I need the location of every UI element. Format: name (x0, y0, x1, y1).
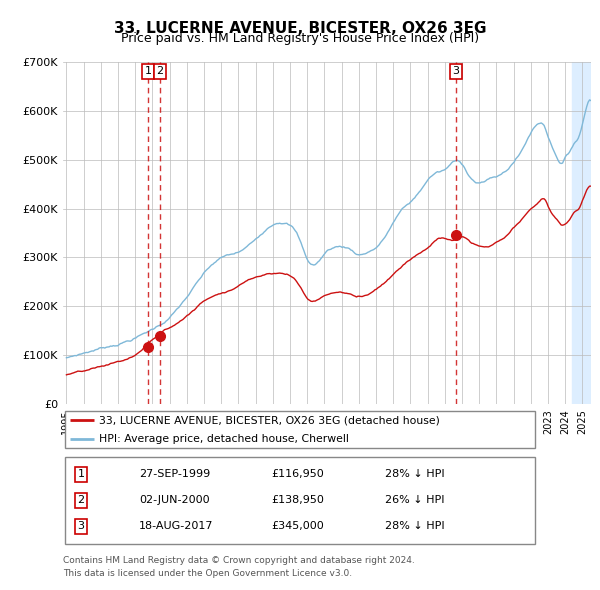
Text: 3: 3 (77, 522, 85, 532)
Text: HPI: Average price, detached house, Cherwell: HPI: Average price, detached house, Cher… (98, 434, 349, 444)
Text: 33, LUCERNE AVENUE, BICESTER, OX26 3EG: 33, LUCERNE AVENUE, BICESTER, OX26 3EG (114, 21, 486, 35)
Text: 27-SEP-1999: 27-SEP-1999 (139, 469, 210, 479)
Text: 1: 1 (77, 469, 85, 479)
Text: £116,950: £116,950 (272, 469, 325, 479)
Text: 3: 3 (452, 66, 459, 76)
Text: 02-JUN-2000: 02-JUN-2000 (139, 496, 209, 505)
Text: 28% ↓ HPI: 28% ↓ HPI (385, 522, 445, 532)
Text: 18-AUG-2017: 18-AUG-2017 (139, 522, 214, 532)
Text: Contains HM Land Registry data © Crown copyright and database right 2024.
This d: Contains HM Land Registry data © Crown c… (63, 556, 415, 578)
Text: 28% ↓ HPI: 28% ↓ HPI (385, 469, 445, 479)
Text: 1: 1 (145, 66, 152, 76)
Text: £345,000: £345,000 (272, 522, 325, 532)
Text: 26% ↓ HPI: 26% ↓ HPI (385, 496, 445, 505)
Bar (572, 62, 600, 404)
Text: £138,950: £138,950 (272, 496, 325, 505)
Text: Price paid vs. HM Land Registry's House Price Index (HPI): Price paid vs. HM Land Registry's House … (121, 32, 479, 45)
Text: 33, LUCERNE AVENUE, BICESTER, OX26 3EG (detached house): 33, LUCERNE AVENUE, BICESTER, OX26 3EG (… (98, 415, 439, 425)
Text: 2: 2 (77, 496, 85, 505)
FancyBboxPatch shape (65, 411, 535, 448)
Text: 2: 2 (156, 66, 163, 76)
FancyBboxPatch shape (65, 457, 535, 544)
